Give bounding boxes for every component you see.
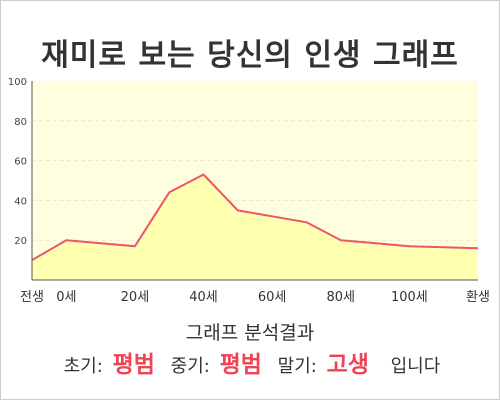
y-tick-label: 60 xyxy=(14,157,27,168)
x-tick-label: 100세 xyxy=(391,290,428,305)
late-value: 고생 xyxy=(326,352,369,378)
axes xyxy=(31,81,478,281)
early-value: 평범 xyxy=(112,352,155,378)
x-tick-label: 환생 xyxy=(466,290,490,305)
y-tick-label: 20 xyxy=(14,236,27,247)
x-tick-label: 20세 xyxy=(121,290,150,305)
area-fill xyxy=(32,174,478,280)
y-tick-label: 40 xyxy=(14,196,27,207)
y-tick-label: 80 xyxy=(14,117,27,128)
chart-title: 재미로 보는 당신의 인생 그래프 xyxy=(41,38,459,73)
x-tick-label: 60세 xyxy=(258,290,287,305)
middle-label: 중기: xyxy=(170,356,210,377)
x-tick-label: 전생 xyxy=(20,290,44,305)
x-tick-labels: 전생 0세 20세 40세 60세 80세 100세 환생 xyxy=(20,290,490,305)
series-line xyxy=(31,173,479,261)
y-tick-labels: 20 40 60 80 100 xyxy=(8,77,27,247)
grid-lines xyxy=(32,120,478,241)
result-summary: 초기: 평범 중기: 평범 말기: 고생 입니다 xyxy=(0,345,500,381)
result-heading: 그래프 분석결과 xyxy=(185,322,315,344)
result-suffix: 입니다 xyxy=(390,356,441,377)
late-label: 말기: xyxy=(277,356,317,377)
x-tick-label: 80세 xyxy=(327,290,356,305)
y-tick-label: 100 xyxy=(8,77,27,88)
x-tick-label: 40세 xyxy=(189,290,218,305)
early-label: 초기: xyxy=(63,356,103,377)
x-tick-label: 0세 xyxy=(56,290,76,305)
middle-value: 평범 xyxy=(219,352,262,378)
